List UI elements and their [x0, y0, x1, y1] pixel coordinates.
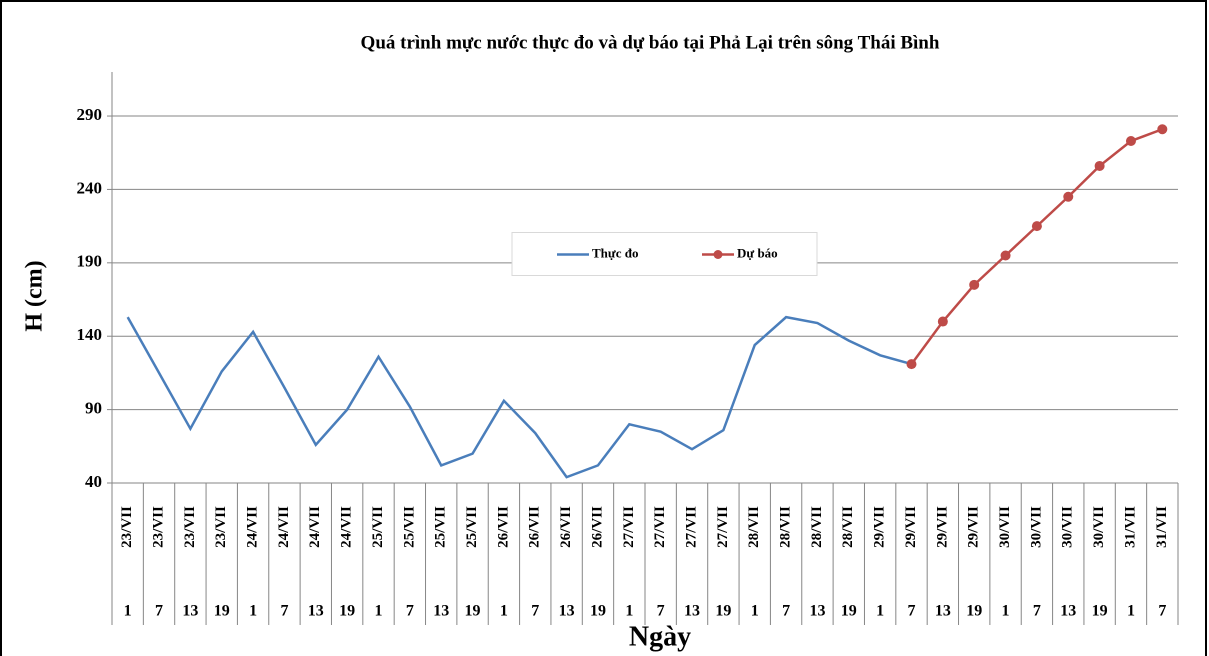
- x-tick-label: 26/VII: [589, 506, 605, 548]
- legend-label: Thực đo: [592, 245, 638, 260]
- x-tick-label: 30/VII: [997, 506, 1013, 548]
- x-tick-label: 7: [1033, 603, 1041, 620]
- point: [1094, 160, 1105, 171]
- x-tick-label: 29/VII: [934, 506, 950, 548]
- x-tick-label: 1: [625, 603, 633, 620]
- series-line: [126, 315, 912, 479]
- x-tick-label: 31/VII: [1122, 506, 1138, 548]
- x-tick-label: 13: [809, 603, 825, 620]
- x-tick-label: 24/VII: [339, 506, 355, 548]
- x-tick-label: 28/VII: [840, 506, 856, 548]
- x-tick-label: 24/VII: [307, 506, 323, 548]
- x-axis-title: Ngày: [629, 621, 691, 652]
- x-tick-label: 27/VII: [652, 506, 668, 548]
- x-tick-label: 13: [559, 603, 575, 620]
- x-tick-label: 28/VII: [809, 506, 825, 548]
- y-tick-label: 140: [77, 325, 103, 344]
- point: [1125, 135, 1136, 146]
- x-tick-label: 19: [339, 603, 355, 620]
- x-tick-label: 23/VII: [182, 506, 198, 548]
- x-tick-label: 28/VII: [746, 506, 762, 548]
- x-tick-label: 1: [500, 603, 508, 620]
- point: [1000, 250, 1011, 261]
- x-tick-label: 7: [908, 603, 916, 620]
- y-axis-title: H (cm): [22, 260, 48, 331]
- x-tick-label: 19: [966, 603, 982, 620]
- x-tick-label: 31/VII: [1154, 506, 1170, 548]
- x-tick-label: 7: [280, 603, 288, 620]
- chart-title: Quá trình mực nước thực đo và dự báo tại…: [361, 32, 940, 53]
- x-tick-label: 19: [715, 603, 731, 620]
- point: [906, 359, 917, 370]
- x-tick-label: 27/VII: [715, 506, 731, 548]
- x-tick-label: 30/VII: [1060, 506, 1076, 548]
- x-tick-label: 30/VII: [1091, 506, 1107, 548]
- legend-marker: [713, 250, 723, 259]
- x-tick-label: 19: [1092, 603, 1108, 620]
- x-tick-label: 25/VII: [464, 506, 480, 548]
- x-tick-label: 13: [308, 603, 324, 620]
- x-tick-label: 1: [1127, 603, 1135, 620]
- x-tick-label: 27/VII: [683, 506, 699, 548]
- x-tick-label: 29/VII: [903, 506, 919, 548]
- point: [1031, 221, 1042, 232]
- x-tick-label: 29/VII: [872, 506, 888, 548]
- x-tick-label: 26/VII: [495, 506, 511, 548]
- x-tick-label: 30/VII: [1028, 506, 1044, 548]
- x-tick-label: 25/VII: [370, 506, 386, 548]
- x-tick-label: 1: [124, 603, 132, 620]
- x-tick-label: 7: [406, 603, 414, 620]
- x-tick-label: 25/VII: [433, 506, 449, 548]
- x-tick-label: 7: [531, 603, 539, 620]
- y-tick-label: 40: [85, 472, 102, 491]
- x-tick-label: 13: [182, 603, 198, 620]
- x-tick-label: 7: [1158, 603, 1166, 620]
- point: [937, 316, 948, 327]
- x-tick-label: 28/VII: [778, 506, 794, 548]
- x-tick-label: 24/VII: [276, 506, 292, 548]
- x-tick-label: 1: [876, 603, 884, 620]
- x-tick-label: 1: [375, 603, 383, 620]
- y-tick-label: 290: [77, 105, 103, 124]
- x-tick-label: 27/VII: [621, 506, 637, 548]
- x-tick-label: 7: [782, 603, 790, 620]
- x-tick-label: 19: [214, 603, 230, 620]
- y-tick-label: 90: [85, 399, 102, 418]
- x-tick-label: 13: [935, 603, 951, 620]
- x-tick-label: 23/VII: [119, 506, 135, 548]
- x-tick-label: 13: [1060, 603, 1076, 620]
- legend-label: Dự báo: [737, 245, 778, 260]
- x-tick-label: 1: [751, 603, 759, 620]
- x-tick-label: 25/VII: [401, 506, 417, 548]
- x-tick-label: 24/VII: [245, 506, 261, 548]
- x-tick-label: 26/VII: [527, 506, 543, 548]
- x-tick-label: 7: [155, 603, 163, 620]
- point: [1157, 124, 1168, 135]
- x-tick-label: 19: [590, 603, 606, 620]
- x-tick-label: 26/VII: [558, 506, 574, 548]
- x-tick-label: 23/VII: [213, 506, 229, 548]
- y-tick-label: 190: [77, 252, 103, 271]
- x-tick-label: 1: [249, 603, 257, 620]
- x-tick-label: 7: [657, 603, 665, 620]
- x-tick-label: 29/VII: [966, 506, 982, 548]
- x-tick-label: 1: [1002, 603, 1010, 620]
- point: [969, 279, 980, 290]
- x-tick-label: 13: [433, 603, 449, 620]
- x-tick-label: 19: [841, 603, 857, 620]
- y-tick-label: 240: [77, 178, 103, 197]
- point: [1063, 191, 1074, 202]
- x-tick-label: 23/VII: [150, 506, 166, 548]
- x-tick-label: 19: [465, 603, 481, 620]
- x-tick-label: 13: [684, 603, 700, 620]
